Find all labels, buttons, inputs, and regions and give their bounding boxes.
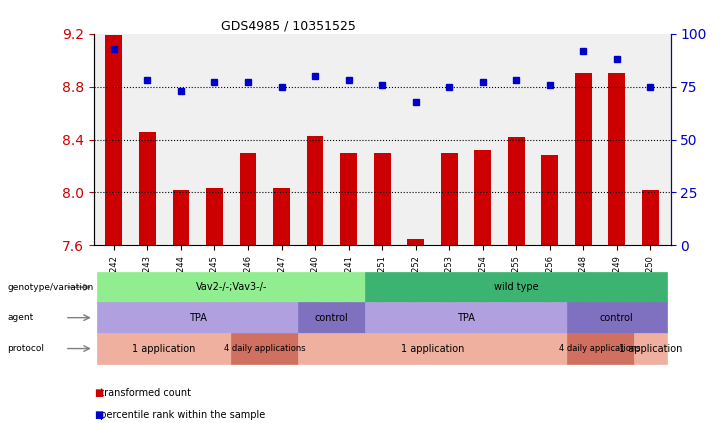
Bar xyxy=(139,132,156,245)
Text: protocol: protocol xyxy=(7,344,44,353)
Bar xyxy=(575,74,592,245)
Text: 1 application: 1 application xyxy=(619,343,682,354)
Text: agent: agent xyxy=(7,313,33,322)
Bar xyxy=(239,153,257,245)
Bar xyxy=(172,190,190,245)
Text: genotype/variation: genotype/variation xyxy=(7,283,94,292)
Bar xyxy=(441,153,458,245)
Bar xyxy=(508,137,525,245)
Text: 4 daily applications: 4 daily applications xyxy=(224,344,306,353)
Bar xyxy=(407,239,424,245)
Bar xyxy=(206,189,223,245)
Bar xyxy=(541,156,558,245)
Bar xyxy=(273,189,290,245)
Bar xyxy=(340,153,357,245)
Bar xyxy=(306,136,324,245)
Text: wild type: wild type xyxy=(494,282,539,292)
Bar xyxy=(105,35,123,245)
Text: 1 application: 1 application xyxy=(401,343,464,354)
Text: percentile rank within the sample: percentile rank within the sample xyxy=(94,409,265,420)
Text: 4 daily applications: 4 daily applications xyxy=(559,344,641,353)
Bar xyxy=(642,190,659,245)
Text: ■: ■ xyxy=(94,388,103,398)
Text: Vav2-/-;Vav3-/-: Vav2-/-;Vav3-/- xyxy=(195,282,267,292)
Bar xyxy=(609,74,625,245)
Text: GDS4985 / 10351525: GDS4985 / 10351525 xyxy=(221,20,355,33)
Text: 1 application: 1 application xyxy=(133,343,196,354)
Text: transformed count: transformed count xyxy=(94,388,191,398)
Text: control: control xyxy=(600,313,634,323)
Text: TPA: TPA xyxy=(189,313,207,323)
Text: ■: ■ xyxy=(94,409,103,420)
Bar xyxy=(373,153,391,245)
Bar xyxy=(474,150,491,245)
Text: TPA: TPA xyxy=(457,313,475,323)
Text: control: control xyxy=(315,313,349,323)
